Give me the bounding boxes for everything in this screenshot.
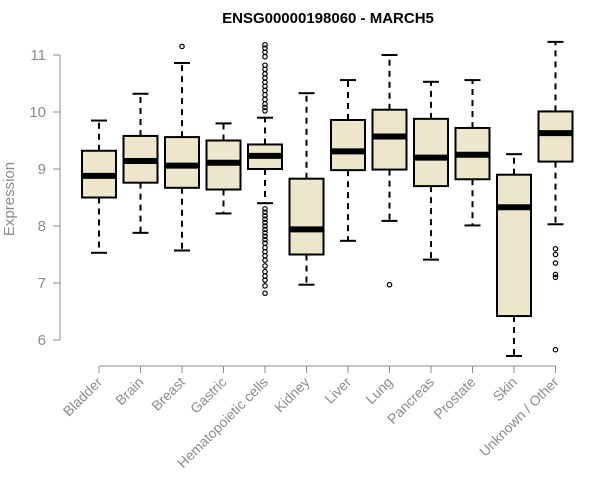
box-group	[496, 153, 532, 357]
x-tick-label: Brain	[112, 374, 146, 408]
y-tick-label: 9	[38, 161, 46, 178]
box-group	[122, 92, 159, 234]
outlier-point	[262, 226, 268, 233]
outlier-point	[552, 251, 559, 258]
outlier-point	[262, 219, 268, 226]
box-group	[330, 79, 366, 242]
box-group	[537, 40, 574, 353]
outlier-point	[262, 104, 268, 111]
outlier-point	[262, 257, 268, 264]
box-iqr	[164, 136, 200, 189]
box-iqr	[330, 118, 366, 172]
outlier-point	[262, 216, 268, 222]
outlier-point	[262, 283, 268, 289]
x-tick-label: Breast	[148, 374, 188, 414]
x-tick-label: Unknown / Other	[476, 374, 562, 460]
chart-title: ENSG00000198060 - MARCH5	[222, 10, 434, 27]
outlier-point	[262, 223, 268, 229]
x-tick-label: Kidney	[271, 374, 313, 416]
x-tick-label: Bladder	[60, 374, 106, 420]
box-group	[205, 122, 242, 215]
outlier-point	[262, 233, 268, 240]
outlier-point	[262, 277, 268, 283]
outlier-point	[262, 206, 268, 212]
outlier-point	[262, 263, 268, 269]
y-tick-label: 7	[38, 275, 46, 292]
outlier-point	[552, 346, 559, 353]
outlier-point	[552, 274, 559, 281]
y-axis: 6 7 8 9 10 11	[29, 47, 61, 349]
box-group	[371, 54, 408, 288]
box-iqr	[496, 173, 532, 318]
outlier-point	[262, 212, 268, 219]
box-group	[454, 79, 491, 227]
y-tick-label: 11	[30, 47, 46, 64]
outlier-point	[179, 43, 185, 50]
y-axis-label: Expression	[1, 162, 18, 236]
y-tick-label: 10	[29, 104, 46, 121]
x-tick-label: Skin	[490, 374, 521, 405]
outlier-point	[262, 236, 268, 243]
y-tick-label: 6	[38, 332, 46, 349]
x-tick-label: Lung	[362, 374, 395, 407]
box-group	[81, 119, 117, 254]
outlier-point	[262, 96, 268, 103]
outlier-point	[552, 271, 559, 278]
box-iqr	[537, 110, 574, 163]
box-group	[288, 92, 325, 286]
outlier-point	[262, 41, 268, 48]
box-group	[413, 80, 449, 261]
box-iqr	[413, 117, 449, 188]
outlier-point	[552, 246, 559, 252]
box-iqr	[288, 177, 325, 256]
outlier-point	[262, 209, 268, 216]
outlier-point	[262, 108, 268, 114]
outlier-point	[262, 268, 268, 275]
box-group	[164, 43, 200, 252]
box-iqr	[371, 108, 408, 171]
y-tick-label: 8	[38, 218, 46, 235]
outlier-point	[262, 230, 268, 236]
plot-area	[81, 40, 574, 357]
box-group	[247, 41, 283, 297]
outlier-point	[552, 260, 559, 266]
outlier-point	[262, 290, 268, 297]
outlier-point	[262, 101, 268, 107]
x-tick-label: Prostate	[430, 374, 478, 422]
x-tick-label: Liver	[321, 374, 354, 407]
outlier-point	[386, 281, 393, 288]
outlier-point	[262, 92, 268, 98]
outlier-point	[262, 53, 268, 60]
